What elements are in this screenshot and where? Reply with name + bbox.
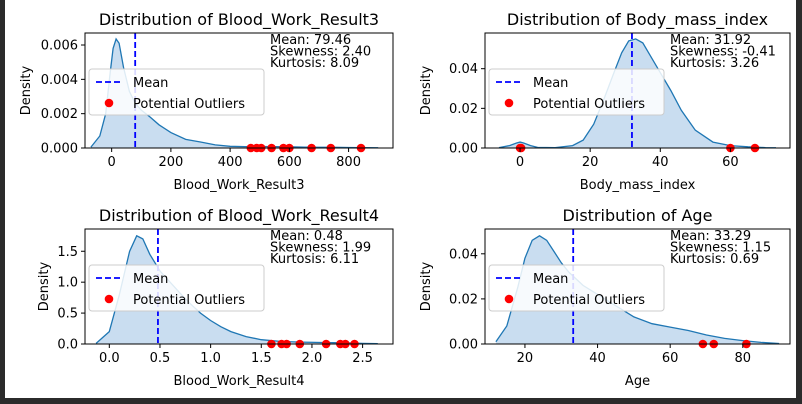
y-tick-label: 0.00 xyxy=(449,338,478,353)
x-tick-label: 0.0 xyxy=(99,351,120,366)
subplot-1: Distribution of Blood_Work_Result3 0 200 40… xyxy=(19,10,394,193)
legend-box xyxy=(88,68,265,116)
legend-outlier-label: Potential Outliers xyxy=(533,97,645,112)
stats-annotation: Kurtosis: 0.69 xyxy=(670,252,759,267)
axes-frame xyxy=(84,32,394,149)
subplot-title: Distribution of Blood_Work_Result4 xyxy=(99,206,379,226)
x-axis-label: Body_mass_index xyxy=(580,178,696,193)
density-curve xyxy=(95,234,378,345)
legend-mean-label: Mean xyxy=(533,272,568,287)
x-tick-label: 80 xyxy=(735,351,752,366)
x-tick-label: 200 xyxy=(158,155,183,170)
y-tick-label: 1.5 xyxy=(57,245,78,260)
density-fill xyxy=(96,235,378,344)
x-tick-label: 0 xyxy=(108,155,116,170)
y-tick-label: 0.006 xyxy=(41,39,78,54)
density-curve xyxy=(498,38,777,149)
x-tick-label: 0 xyxy=(516,155,524,170)
subplot-title: Distribution of Blood_Work_Result3 xyxy=(99,10,379,30)
density-fill xyxy=(495,235,780,344)
x-tick-label: 2.5 xyxy=(352,351,373,366)
y-tick-label: 0.002 xyxy=(41,107,78,122)
x-axis-label: Age xyxy=(625,374,650,389)
stats-annotation: Mean: 31.92 xyxy=(670,33,751,48)
y-tick-label: 0.04 xyxy=(449,247,478,262)
subplot-4: Distribution of Age 20 40 60 80 0.00 0.02 0.04 A… xyxy=(419,206,791,389)
stats-annotation: Mean: 79.46 xyxy=(270,33,351,48)
stats-annotation: Kurtosis: 3.26 xyxy=(670,56,759,71)
legend-outlier-label: Potential Outliers xyxy=(533,293,645,308)
x-tick-label: 60 xyxy=(722,155,739,170)
density-fill xyxy=(90,39,379,148)
y-tick-label: 0.00 xyxy=(449,142,478,157)
legend-box xyxy=(488,68,665,116)
stats-annotation: Skewness: 2.40 xyxy=(270,45,371,60)
y-tick-label: 0.000 xyxy=(41,142,78,157)
y-axis-label: Density xyxy=(419,65,434,115)
y-tick-label: 0.02 xyxy=(449,102,478,117)
legend-mean-label: Mean xyxy=(133,272,168,287)
subplot-title: Distribution of Body_mass_index xyxy=(507,10,768,30)
x-tick-label: 20 xyxy=(517,351,534,366)
x-tick-label: 400 xyxy=(218,155,243,170)
y-axis-label: Density xyxy=(419,261,434,311)
x-tick-label: 40 xyxy=(652,155,669,170)
figure: Distribution of Blood_Work_Result3 0 200 40… xyxy=(5,0,796,398)
legend-mean-label: Mean xyxy=(533,76,568,91)
stats-annotation: Skewness: -0.41 xyxy=(670,45,776,60)
y-tick-label: 0.02 xyxy=(449,292,478,307)
x-tick-label: 20 xyxy=(582,155,599,170)
legend-outlier-swatch xyxy=(104,294,114,304)
y-tick-label: 0.5 xyxy=(57,307,78,322)
legend-outlier-swatch xyxy=(504,98,514,108)
x-axis-label: Blood_Work_Result3 xyxy=(173,178,304,193)
stats-annotation: Mean: 0.48 xyxy=(270,229,343,244)
x-tick-label: 60 xyxy=(662,351,679,366)
x-tick-label: 1.0 xyxy=(200,351,221,366)
y-tick-label: 1.0 xyxy=(57,276,78,291)
x-axis-label: Blood_Work_Result4 xyxy=(173,374,304,389)
y-axis-label: Density xyxy=(37,261,52,311)
y-tick-label: 0.0 xyxy=(57,338,78,353)
legend-outlier-label: Potential Outliers xyxy=(133,293,245,308)
subplot-title: Distribution of Age xyxy=(563,206,713,225)
legend-mean-label: Mean xyxy=(133,76,168,91)
axes-frame xyxy=(84,228,394,345)
subplot-3: Distribution of Blood_Work_Result4 0.0 0.5… xyxy=(37,206,394,389)
x-tick-label: 2.0 xyxy=(302,351,323,366)
axes-frame xyxy=(484,32,791,149)
subplot-2: Distribution of Body_mass_index 0 20 40 60 0.… xyxy=(419,10,791,193)
stats-annotation: Skewness: 1.99 xyxy=(270,241,371,256)
x-tick-label: 600 xyxy=(277,155,302,170)
y-tick-label: 0.004 xyxy=(41,73,78,88)
stats-annotation: Mean: 33.29 xyxy=(670,229,751,244)
x-tick-label: 40 xyxy=(589,351,606,366)
stats-annotation: Kurtosis: 8.09 xyxy=(270,56,359,71)
y-tick-label: 0.04 xyxy=(449,62,478,77)
stats-annotation: Kurtosis: 6.11 xyxy=(270,252,359,267)
x-tick-label: 1.5 xyxy=(251,351,272,366)
legend-outlier-label: Potential Outliers xyxy=(133,97,245,112)
legend-outlier-swatch xyxy=(504,294,514,304)
legend-box xyxy=(88,264,265,312)
y-axis-label: Density xyxy=(19,65,34,115)
x-tick-label: 0.5 xyxy=(150,351,171,366)
legend-outlier-swatch xyxy=(104,98,114,108)
stats-annotation: Skewness: 1.15 xyxy=(670,241,771,256)
axes-frame xyxy=(484,228,791,345)
legend-box xyxy=(488,264,665,312)
x-tick-label: 800 xyxy=(336,155,361,170)
